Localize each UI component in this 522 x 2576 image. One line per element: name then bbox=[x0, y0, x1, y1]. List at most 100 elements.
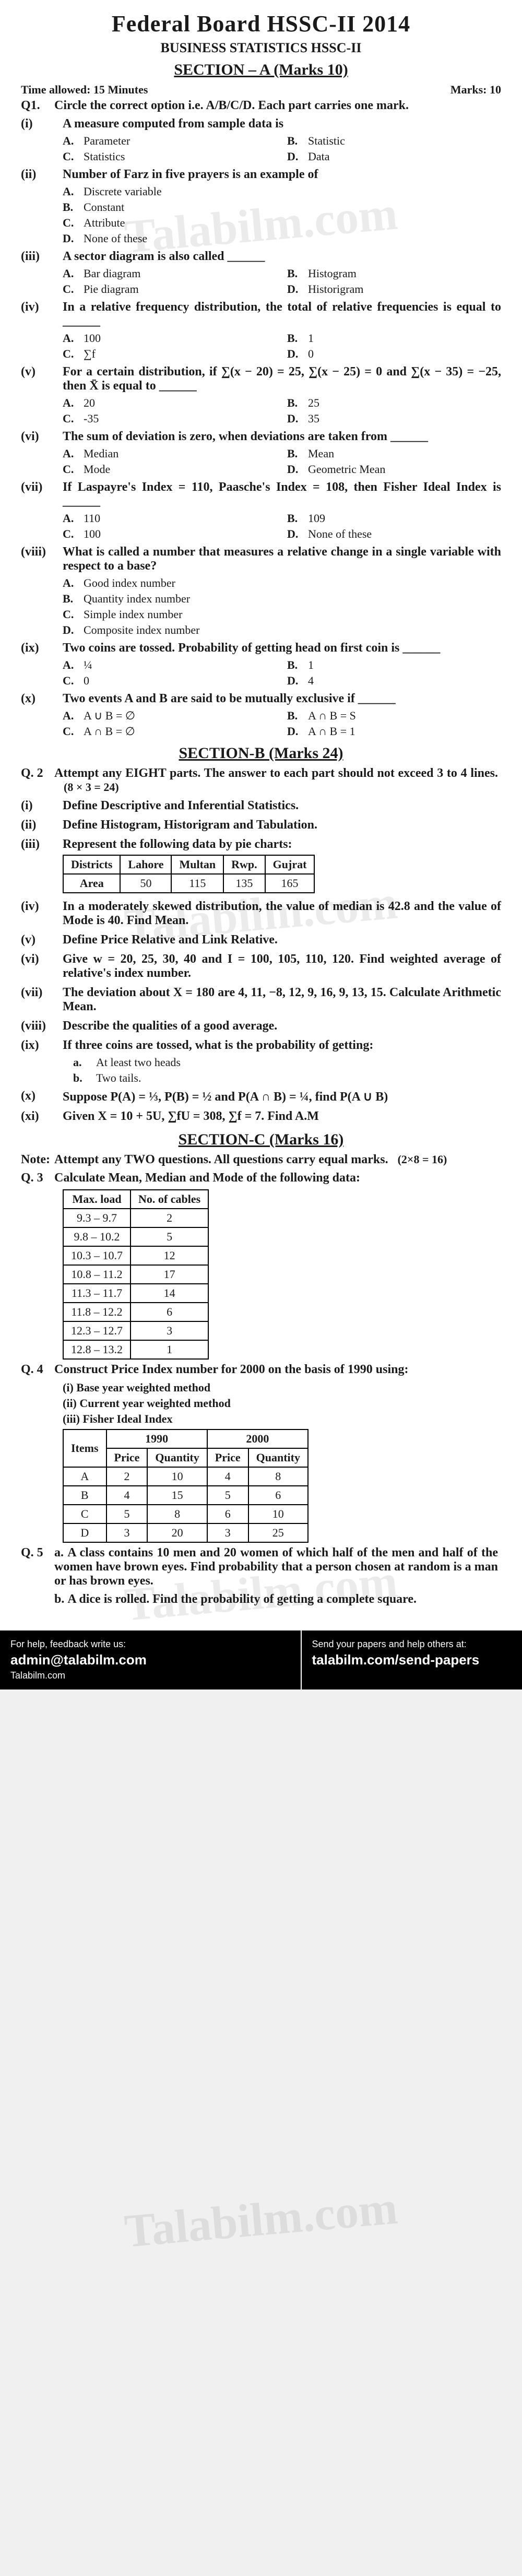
option: D.None of these bbox=[63, 231, 501, 246]
part-question: Define Price Relative and Link Relative. bbox=[63, 933, 501, 947]
option: D.Composite index number bbox=[63, 622, 501, 638]
footer-send-label: Send your papers and help others at: bbox=[312, 1639, 512, 1650]
part-question: If Laspayre's Index = 110, Paasche's Ind… bbox=[63, 480, 501, 509]
part-number: (vi) bbox=[21, 952, 63, 966]
q5-label: Q. 5 bbox=[21, 1546, 52, 1560]
option: B.1 bbox=[287, 330, 501, 346]
option: A.110 bbox=[63, 511, 277, 526]
part-question: Define Descriptive and Inferential Stati… bbox=[63, 799, 501, 813]
part-number: (i) bbox=[21, 117, 63, 131]
option: D.Geometric Mean bbox=[287, 462, 501, 477]
part-number: (iv) bbox=[21, 300, 63, 314]
option: B.Constant bbox=[63, 199, 501, 215]
option: A.100 bbox=[63, 330, 277, 346]
part-question: In a moderately skewed distribution, the… bbox=[63, 900, 501, 928]
q4-text: Construct Price Index number for 2000 on… bbox=[54, 1363, 498, 1377]
footer: For help, feedback write us: admin@talab… bbox=[0, 1630, 522, 1689]
part-number: (iii) bbox=[21, 250, 63, 264]
part-number: (vi) bbox=[21, 430, 63, 444]
part-question: Represent the following data by pie char… bbox=[63, 837, 501, 852]
option: B.A ∩ B = S bbox=[287, 708, 501, 724]
q4-sub: (iii) Fisher Ideal Index bbox=[63, 1412, 501, 1426]
q5-part: b. A dice is rolled. Find the probabilit… bbox=[54, 1592, 498, 1606]
part-number: (iii) bbox=[21, 837, 63, 852]
section-marks: Marks: 10 bbox=[450, 83, 501, 97]
option: C.Statistics bbox=[63, 149, 277, 164]
part-question: Suppose P(A) = ⅓, P(B) = ½ and P(A ∩ B) … bbox=[63, 1089, 501, 1104]
section-a-title: SECTION – A (Marks 10) bbox=[21, 61, 501, 79]
part-question: Given X = 10 + 5U, ∑fU = 308, ∑f = 7. Fi… bbox=[63, 1109, 501, 1124]
q4-table: Items19902000PriceQuantityPriceQuantityA… bbox=[63, 1429, 309, 1543]
part-number: (vii) bbox=[21, 480, 63, 494]
option: A.¼ bbox=[63, 657, 277, 673]
part-question: A measure computed from sample data is bbox=[63, 117, 501, 131]
part-number: (i) bbox=[21, 799, 63, 813]
q4-sub: (ii) Current year weighted method bbox=[63, 1397, 501, 1410]
option: D.None of these bbox=[287, 526, 501, 542]
option: C.A ∩ B = ∅ bbox=[63, 724, 277, 739]
footer-link: talabilm.com/send-papers bbox=[312, 1652, 512, 1668]
part-question: Describe the qualities of a good average… bbox=[63, 1019, 501, 1033]
part-question: What is called a number that measures a … bbox=[63, 545, 501, 573]
option: B.Statistic bbox=[287, 133, 501, 149]
section-c-title: SECTION-C (Marks 16) bbox=[21, 1131, 501, 1149]
option: B.Histogram bbox=[287, 266, 501, 281]
option: A.Parameter bbox=[63, 133, 277, 149]
part-question: Two coins are tossed. Probability of get… bbox=[63, 641, 501, 655]
option: A.20 bbox=[63, 395, 277, 411]
section-b-title: SECTION-B (Marks 24) bbox=[21, 745, 501, 762]
option: C.∑f bbox=[63, 346, 277, 362]
footer-email: admin@talabilm.com bbox=[10, 1652, 290, 1668]
part-number: (ix) bbox=[21, 641, 63, 655]
part-number: (xi) bbox=[21, 1109, 63, 1124]
part-number: (vii) bbox=[21, 986, 63, 1000]
option: A.Discrete variable bbox=[63, 184, 501, 199]
part-question: The sum of deviation is zero, when devia… bbox=[63, 430, 501, 444]
q3-label: Q. 3 bbox=[21, 1171, 52, 1185]
q2-label: Q. 2 bbox=[21, 766, 52, 781]
part-number: (v) bbox=[21, 933, 63, 947]
option: D.4 bbox=[287, 673, 501, 689]
sub-option: a.At least two heads bbox=[73, 1055, 501, 1070]
q5-part: a. A class contains 10 men and 20 women … bbox=[54, 1546, 498, 1588]
part-number: (ix) bbox=[21, 1038, 63, 1053]
part-number: (x) bbox=[21, 1089, 63, 1103]
option: C.Mode bbox=[63, 462, 277, 477]
part-question: For a certain distribution, if ∑(x − 20)… bbox=[63, 365, 501, 393]
option: C.Pie diagram bbox=[63, 281, 277, 297]
q2-marks: (8 × 3 = 24) bbox=[64, 781, 119, 794]
part-number: (iv) bbox=[21, 900, 63, 914]
option: D.35 bbox=[287, 411, 501, 427]
part-question: In a relative frequency distribution, th… bbox=[63, 300, 501, 328]
option: B.1 bbox=[287, 657, 501, 673]
option: C.-35 bbox=[63, 411, 277, 427]
part-number: (viii) bbox=[21, 545, 63, 559]
subject-title: BUSINESS STATISTICS HSSC-II bbox=[21, 40, 501, 56]
option: A.Good index number bbox=[63, 575, 501, 591]
footer-tag: Talabilm.com bbox=[10, 1670, 290, 1681]
part-number: (ii) bbox=[21, 168, 63, 182]
option: B.25 bbox=[287, 395, 501, 411]
board-title: Federal Board HSSC-II 2014 bbox=[21, 10, 501, 37]
footer-help-label: For help, feedback write us: bbox=[10, 1639, 290, 1650]
part-question: The deviation about X = 180 are 4, 11, −… bbox=[63, 986, 501, 1014]
part-number: (ii) bbox=[21, 818, 63, 832]
part-question: Give w = 20, 25, 30, 40 and I = 100, 105… bbox=[63, 952, 501, 980]
option: C.Simple index number bbox=[63, 607, 501, 622]
part-number: (v) bbox=[21, 365, 63, 379]
q2-instruction: Attempt any EIGHT parts. The answer to e… bbox=[54, 766, 498, 780]
option: C.Attribute bbox=[63, 215, 501, 231]
q1-instruction: Circle the correct option i.e. A/B/C/D. … bbox=[54, 99, 498, 113]
part-question: If three coins are tossed, what is the p… bbox=[63, 1038, 501, 1053]
time-allowed: Time allowed: 15 Minutes bbox=[21, 83, 148, 97]
note-label: Note: bbox=[21, 1153, 52, 1167]
pie-data-table: DistrictsLahoreMultanRwp.GujratArea50115… bbox=[63, 855, 315, 893]
option: A.Bar diagram bbox=[63, 266, 277, 281]
section-c-note: Attempt any TWO questions. All questions… bbox=[54, 1153, 388, 1166]
sub-option: b.Two tails. bbox=[73, 1070, 501, 1086]
part-question: Number of Farz in five prayers is an exa… bbox=[63, 168, 501, 182]
part-question: A sector diagram is also called ______ bbox=[63, 250, 501, 264]
q3-table: Max. loadNo. of cables9.3 – 9.729.8 – 10… bbox=[63, 1189, 209, 1360]
option: D.A ∩ B = 1 bbox=[287, 724, 501, 739]
q1-label: Q1. bbox=[21, 99, 52, 113]
